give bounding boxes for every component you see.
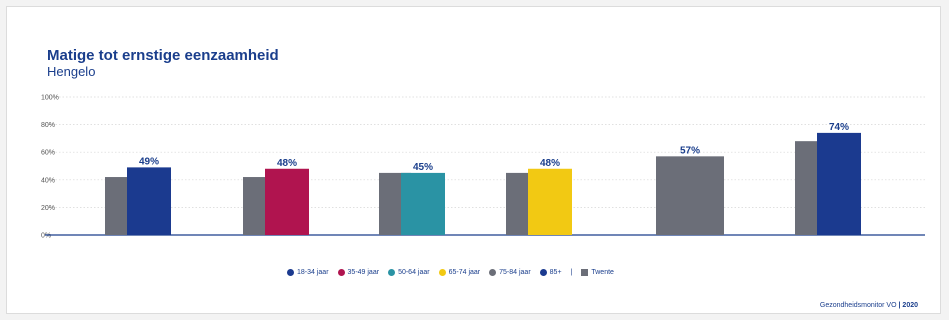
bar-hengelo-5 [656,156,724,235]
y-tick-label: 60% [41,150,55,157]
bar-hengelo-4 [528,168,572,235]
bar-hengelo-3 [401,172,445,235]
footer-year: 2020 [902,302,918,309]
circle-icon [539,269,547,276]
y-tick-label: 100% [41,95,59,102]
bar-hengelo-2 [265,168,309,235]
legend-item-6: 85+ [539,269,562,276]
y-tick-label: 40% [41,177,55,184]
legend-label: 75-84 jaar [499,269,531,276]
circle-icon [337,269,345,276]
data-label: 48% [277,158,297,169]
legend-item-5: 75-84 jaar [489,269,531,276]
legend-label: 85+ [549,269,562,276]
bar-hengelo-1 [127,167,171,235]
legend-item-1: 18-34 jaar [287,269,329,276]
data-label: 49% [139,156,159,167]
y-tick-label: 0% [41,233,51,240]
data-label: 48% [540,158,560,169]
circle-icon [489,269,497,276]
chart-title: Matige tot ernstige eenzaamheid [47,47,279,64]
legend-item-twente: Twente [581,269,614,276]
legend-item-2: 35-49 jaar [337,269,380,276]
bar-hengelo-6 [817,132,861,235]
y-tick-label: 80% [41,122,55,129]
data-label: 57% [680,145,700,156]
legend-label: 50-64 jaar [398,269,430,276]
legend-label: 35-49 jaar [347,269,380,276]
footer-source: Gezondheidsmonitor VO [819,302,897,309]
source-footer: Gezondheidsmonitor VO | 2020 [820,302,918,309]
legend-items: 18-34 jaar 35-49 jaar 50-64 jaar 65-74 jaar… [287,269,562,276]
square-icon [581,269,589,276]
data-label: 74% [829,122,849,133]
legend-label: 65-74 jaar [448,269,481,276]
legend-item-4: 65-74 jaar [438,269,481,276]
bar-chart: 100% 80% 60% 40% 20% 0% 49% 48% 45% 48% 57% 74% [41,95,925,240]
circle-icon [438,269,446,276]
chart-legend: 18-34 jaar 35-49 jaar 50-64 jaar 65-74 jaar… [287,269,614,276]
circle-icon [287,269,294,276]
legend-label: 18-34 jaar [297,269,329,276]
legend-label-twente: Twente [591,269,614,276]
chart-subtitle: Hengelo [47,64,96,79]
legend-item-3: 50-64 jaar [388,269,430,276]
chart-card: Matige tot ernstige eenzaamheid Hengelo … [6,6,941,314]
data-label: 45% [413,162,433,173]
circle-icon [388,269,396,276]
y-tick-label: 20% [41,205,55,212]
footer-separator: | [898,302,901,309]
legend-separator: | [570,269,573,276]
